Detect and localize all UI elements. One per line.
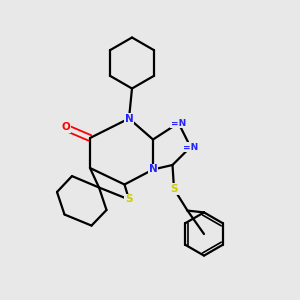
Text: =N: =N (171, 118, 186, 127)
Text: =N: =N (183, 142, 198, 152)
Text: S: S (170, 184, 178, 194)
Text: O: O (61, 122, 70, 133)
Text: N: N (148, 164, 158, 175)
Text: N: N (124, 113, 134, 124)
Text: S: S (125, 194, 133, 205)
